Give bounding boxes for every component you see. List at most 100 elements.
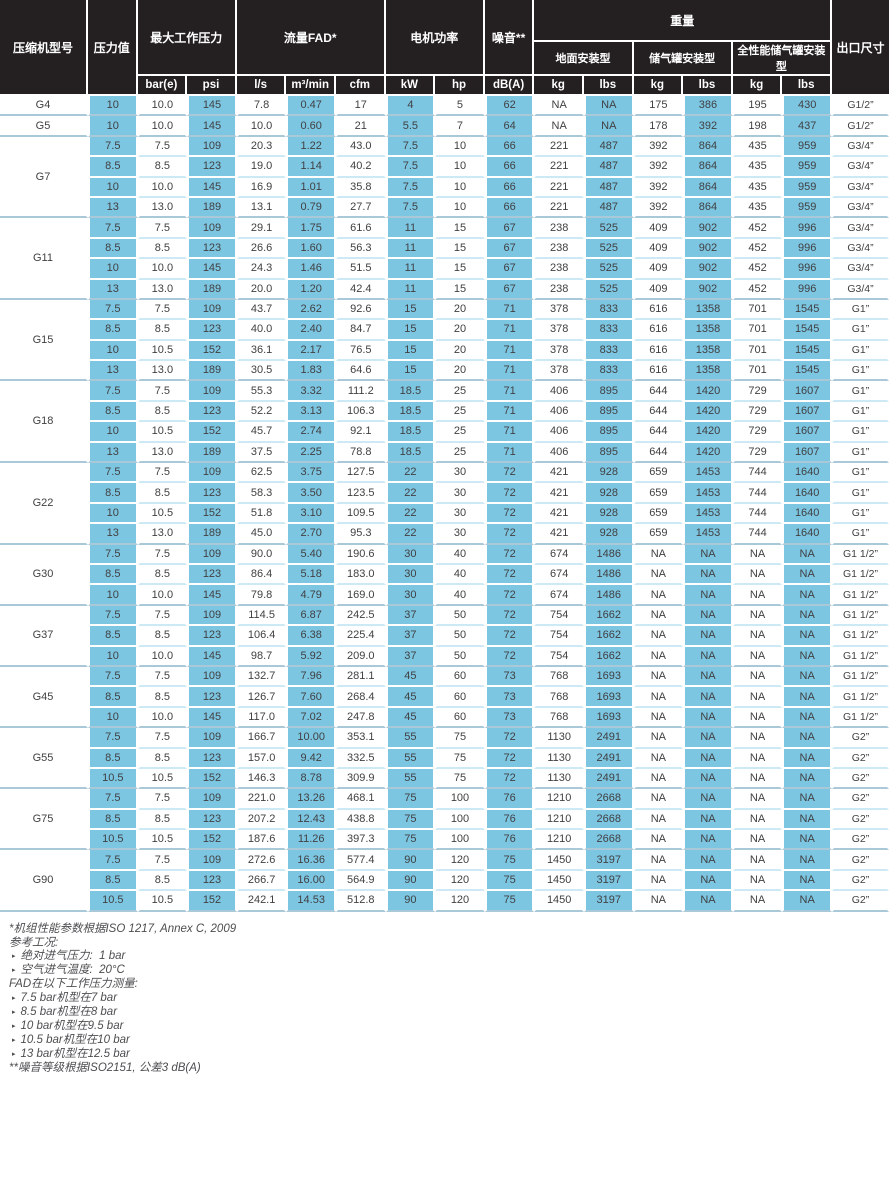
value-cell: NA: [683, 789, 733, 810]
value-cell: 409: [633, 238, 684, 260]
value-cell: 75: [385, 830, 436, 851]
value-cell: 71: [484, 299, 535, 321]
value-cell: 378: [534, 340, 584, 362]
outlet-cell: G1”: [832, 422, 889, 443]
header-noise: 噪音**: [484, 0, 535, 76]
bullet-triangle-icon: ▸: [12, 995, 16, 1003]
header-max-working-pressure: 最大工作压力: [137, 0, 237, 76]
value-cell: NA: [782, 789, 832, 810]
value-cell: 123.5: [335, 483, 386, 504]
value-cell: 30: [435, 503, 485, 525]
table-row: 10.5 10.5 152 242.1 14.53 512.8 90 120 75 1450 319…: [0, 891, 889, 912]
value-cell: 45: [385, 666, 436, 688]
value-cell: 1450: [534, 870, 584, 892]
value-cell: 71: [484, 381, 535, 402]
value-cell: 15: [385, 320, 436, 341]
outlet-cell: G2”: [832, 809, 889, 831]
header-outlet: 出口尺寸: [832, 0, 889, 96]
value-cell: 195: [732, 96, 783, 117]
table-row: G15 7.5 7.5 109 43.7 2.62 92.6 15 20 71 378 833 616 1…: [0, 299, 889, 382]
value-cell: 7.02: [286, 707, 336, 729]
value-cell: 7.5: [137, 728, 188, 749]
header-motor-power: 电机功率: [385, 0, 485, 76]
table-row: G30 7.5 7.5 109 90.0 5.40 190.6 30 40 72 674 1486 NA…: [0, 544, 889, 606]
value-cell: 1662: [583, 646, 634, 667]
outlet-cell: G3/4”: [832, 279, 889, 300]
value-cell: 8.5: [137, 626, 188, 647]
value-cell: 106.3: [335, 401, 386, 423]
value-cell: 902: [683, 218, 733, 239]
value-cell: 72: [484, 585, 535, 606]
value-cell: 487: [583, 136, 634, 158]
value-cell: 452: [732, 218, 783, 239]
value-cell: 996: [782, 279, 832, 300]
value-cell: 435: [732, 197, 783, 219]
value-cell: NA: [782, 728, 832, 749]
value-cell: 13.0: [137, 279, 188, 300]
value-cell: NA: [683, 585, 733, 606]
value-cell: 1693: [583, 687, 634, 708]
value-cell: 30: [435, 463, 485, 484]
header-weight-floor: 地面安装型: [534, 42, 634, 76]
outlet-cell: G1/2”: [832, 96, 889, 117]
value-cell: 902: [683, 279, 733, 300]
value-cell: NA: [683, 891, 733, 912]
value-cell: 75: [435, 768, 485, 790]
value-cell: 674: [534, 564, 584, 586]
value-cell: 72: [484, 768, 535, 790]
value-cell: 92.1: [335, 422, 386, 443]
value-cell: 7.5: [88, 463, 138, 484]
value-cell: 1545: [782, 340, 832, 362]
value-cell: 40: [435, 544, 485, 565]
value-cell: 353.1: [335, 728, 386, 749]
value-cell: 272.6: [236, 850, 287, 871]
value-cell: NA: [732, 850, 783, 871]
value-cell: 24.3: [236, 259, 287, 280]
table-row: G90 7.5 7.5 109 272.6 16.36 577.4 90 120 75 1450 31…: [0, 850, 889, 912]
table-row: G22 7.5 7.5 109 62.5 3.75 127.5 22 30 72 421 928 659…: [0, 463, 889, 545]
value-cell: NA: [782, 870, 832, 892]
value-cell: 100: [435, 789, 485, 810]
value-cell: NA: [583, 96, 634, 117]
value-cell: 729: [732, 422, 783, 443]
value-cell: 146.3: [236, 768, 287, 790]
value-cell: 7.96: [286, 666, 336, 688]
value-cell: 50: [435, 626, 485, 647]
value-cell: 1210: [534, 809, 584, 831]
value-cell: 744: [732, 483, 783, 504]
value-cell: 225.4: [335, 626, 386, 647]
table-row: 10 10.0 145 117.0 7.02 247.8 45 60 73 768 1693 NA NA…: [0, 707, 889, 729]
value-cell: 1.83: [286, 361, 336, 382]
value-cell: 281.1: [335, 666, 386, 688]
value-cell: 1453: [683, 524, 733, 545]
unit-psi: psi: [187, 76, 237, 96]
value-cell: 16.9: [236, 177, 287, 198]
value-cell: 67: [484, 238, 535, 260]
value-cell: 754: [534, 626, 584, 647]
value-cell: 247.8: [335, 707, 386, 729]
model-cell: G30: [0, 544, 88, 606]
table-row: G18 7.5 7.5 109 55.3 3.32 111.2 18.5 25 71 406 895 6…: [0, 381, 889, 464]
value-cell: 833: [583, 340, 634, 362]
value-cell: 1607: [782, 381, 832, 402]
value-cell: 1662: [583, 626, 634, 647]
value-cell: 92.6: [335, 299, 386, 321]
value-cell: 123: [187, 401, 237, 423]
value-cell: 3.75: [286, 463, 336, 484]
value-cell: 50: [435, 646, 485, 667]
value-cell: 11: [385, 259, 436, 280]
value-cell: 10: [88, 422, 138, 443]
value-cell: 895: [583, 422, 634, 443]
value-cell: 13.0: [137, 197, 188, 219]
unit-hp: hp: [435, 76, 485, 96]
value-cell: 616: [633, 299, 684, 321]
value-cell: NA: [633, 728, 684, 749]
value-cell: NA: [633, 605, 684, 627]
value-cell: NA: [782, 626, 832, 647]
value-cell: NA: [633, 809, 684, 831]
table-row: 8.5 8.5 123 40.0 2.40 84.7 15 20 71 378 833 616 1358…: [0, 320, 889, 341]
outlet-cell: G1 1/2”: [832, 626, 889, 647]
value-cell: 4.79: [286, 585, 336, 606]
model-cell: G75: [0, 789, 88, 851]
value-cell: 7.5: [385, 136, 436, 158]
